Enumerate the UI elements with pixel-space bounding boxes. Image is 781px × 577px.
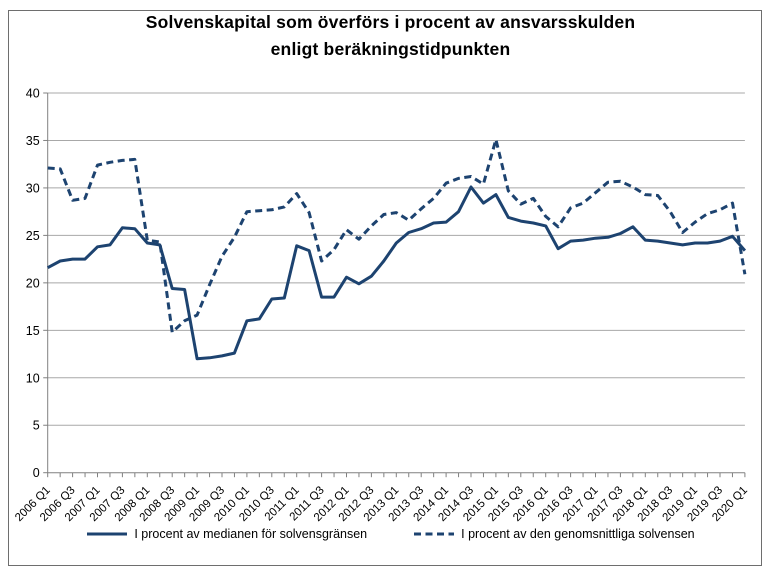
legend-label-average: I procent av den genomsnittliga solvense… (461, 527, 695, 541)
chart-title-line1: Solvenskapital som överförs i procent av… (145, 12, 636, 32)
y-tick-label: 20 (26, 276, 40, 290)
y-tick-label: 35 (26, 134, 40, 148)
y-tick-label: 25 (26, 229, 40, 243)
y-tick-label: 5 (33, 419, 40, 433)
y-tick-label: 40 (26, 87, 40, 101)
legend-solid-line-icon (87, 532, 128, 536)
legend: I procent av medianen för solvensgränsen… (0, 527, 781, 541)
legend-label-median: I procent av medianen för solvensgränsen (134, 527, 368, 541)
legend-item-median: I procent av medianen för solvensgränsen (86, 527, 367, 541)
y-tick-label: 30 (26, 181, 40, 195)
y-tick-label: 0 (33, 466, 40, 480)
series-line-average (47, 138, 747, 334)
chart-title: Solvenskapital som överförs i procent av… (0, 9, 781, 63)
chart-frame (8, 10, 762, 566)
series-line-median (46, 185, 747, 361)
y-tick-label: 15 (26, 324, 40, 338)
legend-dashed-line-icon (414, 532, 455, 536)
legend-item-average: I procent av den genomsnittliga solvense… (413, 527, 695, 541)
chart-title-line2: enligt beräkningstidpunkten (270, 39, 511, 59)
y-tick-label: 10 (26, 371, 40, 385)
